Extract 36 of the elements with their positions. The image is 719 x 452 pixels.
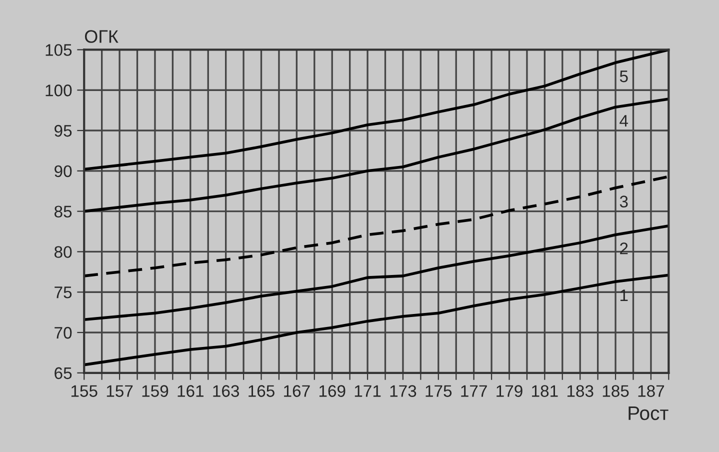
x-tick-label: 157	[106, 385, 133, 397]
y-tick-label: 70	[54, 326, 72, 339]
y-tick-label: 90	[54, 165, 72, 178]
x-tick-label: 179	[496, 385, 522, 397]
x-tick-label: 177	[461, 385, 487, 397]
x-tick-label: 181	[532, 385, 558, 397]
x-tick-label: 173	[390, 385, 416, 397]
series-label: 4	[620, 115, 628, 127]
y-tick-label: 95	[54, 124, 72, 137]
y-tick-label: 75	[54, 286, 72, 298]
x-tick-label: 167	[284, 385, 310, 397]
y-tick-label: 85	[54, 206, 72, 218]
x-tick-label: 155	[71, 385, 98, 397]
x-tick-label: 187	[638, 385, 664, 397]
x-tick-label: 159	[142, 385, 168, 397]
y-tick-label: 65	[54, 367, 72, 380]
x-tick-label: 163	[213, 385, 240, 397]
x-tick-label: 185	[602, 385, 629, 397]
series-label: 3	[620, 196, 628, 208]
line-series	[84, 224, 669, 321]
x-tick-label: 171	[354, 385, 381, 397]
line-series	[84, 274, 669, 366]
x-tick-label: 175	[426, 385, 452, 397]
series-label: 1	[620, 290, 628, 302]
series-label: 5	[620, 70, 628, 82]
y-tick-label: 105	[46, 44, 72, 56]
y-tick-label: 100	[46, 84, 72, 96]
x-tick-label: 161	[178, 385, 204, 397]
x-tick-label: 165	[248, 385, 274, 397]
x-tick-label: 169	[319, 385, 346, 397]
y-axis-title: ОГК	[84, 30, 118, 43]
line-series	[84, 175, 669, 278]
line-series	[84, 98, 669, 213]
y-tick-label: 80	[54, 246, 72, 258]
x-axis-title: Рост	[628, 406, 668, 420]
x-tick-label: 183	[567, 385, 594, 397]
